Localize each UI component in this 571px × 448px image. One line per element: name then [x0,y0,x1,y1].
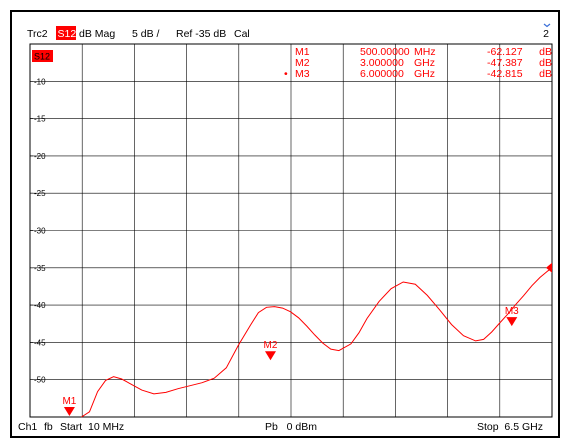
marker-name: M2 [295,57,310,69]
marker-stimulus: 500.00000 [360,46,410,58]
y-tick-label: -10 [34,77,46,86]
grid [29,43,553,418]
marker-stimulus-unit: GHz [414,57,435,69]
y-tick-label: -40 [34,301,46,310]
param-label[interactable]: S12 [58,28,77,40]
marker-stimulus: 3.000000 [360,57,404,69]
start-label[interactable]: Start 10 MHz [60,421,124,433]
trace-name[interactable]: Trc2 [27,28,48,40]
vna-display: Trc2 S12 dB Mag 5 dB / Ref -35 dB Cal 2 … [10,10,560,438]
trace-diagram[interactable]: Trc2 S12 dB Mag 5 dB / Ref -35 dB Cal 2 … [12,12,558,436]
marker-stimulus: 6.000000 [360,68,404,80]
marker-response-unit: dB [539,68,552,80]
marker-glyphs: M1 M2 M3 [62,306,519,416]
marker-response: -62.127 [487,46,523,58]
marker-triangle[interactable] [264,351,276,361]
marker-label[interactable]: M1 [62,396,76,407]
scroll-chevron-icon[interactable] [543,23,551,28]
cal-label[interactable]: Cal [234,28,250,40]
scale-label[interactable]: 5 dB / [132,28,160,40]
active-marker-indicator: • [284,68,288,80]
format-label[interactable]: dB Mag [79,28,115,40]
y-tick-label: -30 [34,227,46,236]
marker-table: M1 500.00000 MHz -62.127 dB M2 3.000000 GHz -47.… [284,46,552,80]
marker-response: -42.815 [487,68,523,80]
marker-response-unit: dB [539,57,552,69]
marker-stimulus-unit: MHz [414,46,436,58]
channel-label[interactable]: Ch1 [18,421,37,433]
s12-trace [81,267,553,418]
y-tick-label: -20 [34,152,46,161]
y-tick-labels: -10 -15 -20 -25 -30 -35 -40 -45 -50 [30,77,46,385]
trace-number: 2 [543,28,549,40]
y-tick-label: -25 [34,189,46,198]
power-label[interactable]: Pb 0 dBm [265,421,317,433]
reference-level-arrow[interactable] [546,262,552,273]
marker-label[interactable]: M3 [505,306,519,317]
y-tick-label: -45 [34,338,46,347]
marker-response: -47.387 [487,57,523,69]
marker-label[interactable]: M2 [264,340,278,351]
marker-name: M1 [295,46,310,58]
trace-label-box [32,50,53,62]
marker-stimulus-unit: GHz [414,68,435,80]
trace-label: S12 [34,52,50,62]
marker-response-unit: dB [539,46,552,58]
y-tick-label: -50 [34,376,46,385]
marker-triangle[interactable] [63,407,75,416]
marker-triangle[interactable] [506,317,518,327]
y-tick-label: -35 [34,264,46,273]
param-highlight [56,26,76,40]
ref-label[interactable]: Ref -35 dB [176,28,226,40]
stop-label[interactable]: Stop 6.5 GHz [477,421,543,433]
marker-name: M3 [295,68,310,80]
fb-label: fb [44,421,53,433]
y-tick-label: -15 [34,115,46,124]
